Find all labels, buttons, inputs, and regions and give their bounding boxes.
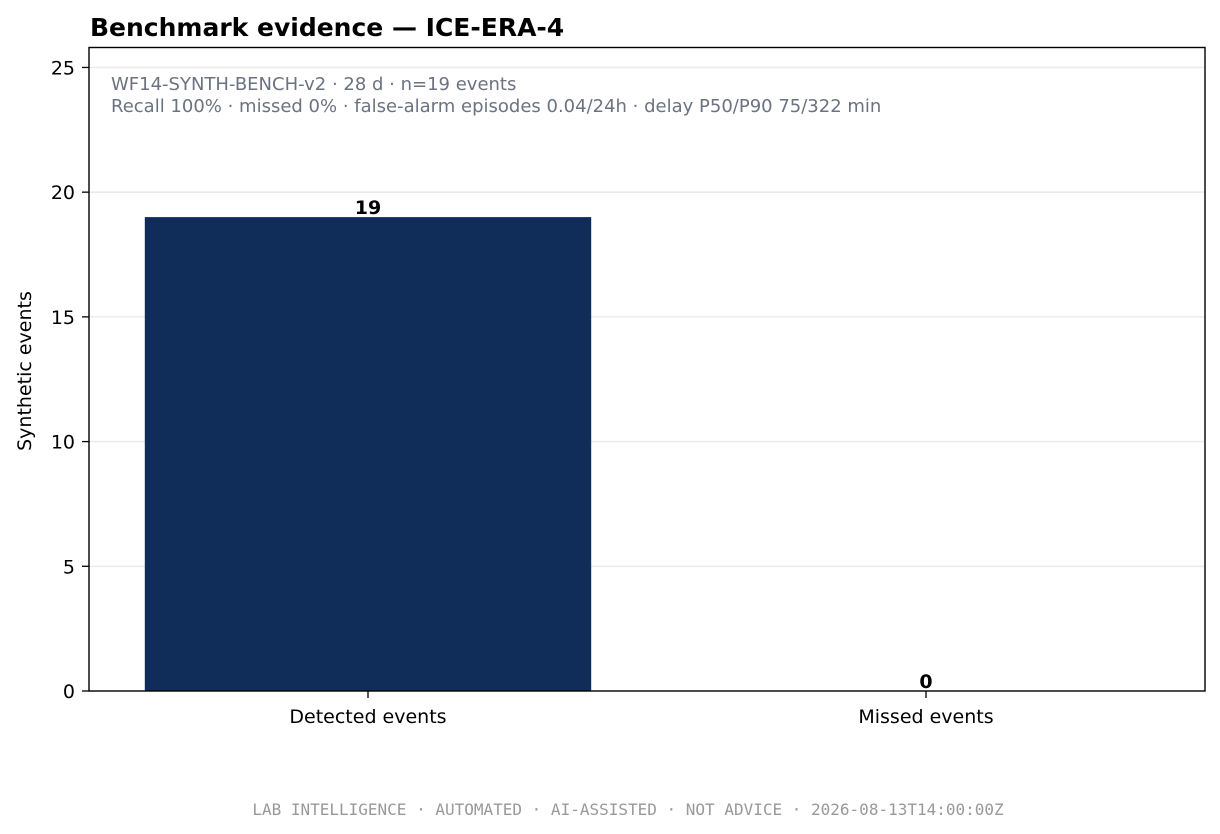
annotation-line-2: Recall 100% · missed 0% · false-alarm ep… xyxy=(111,96,881,117)
x-tick-label: Missed events xyxy=(858,706,993,728)
y-tick-label: 15 xyxy=(51,307,75,329)
footer-disclaimer: LAB INTELLIGENCE · AUTOMATED · AI-ASSIST… xyxy=(252,800,1004,819)
y-tick-label: 10 xyxy=(51,432,75,454)
chart-title: Benchmark evidence — ICE-ERA-4 xyxy=(90,13,564,42)
y-axis: 0 5 10 15 20 25 xyxy=(51,57,89,703)
y-tick-label: 0 xyxy=(63,681,75,703)
x-tick-label: Detected events xyxy=(289,706,446,728)
y-tick-label: 20 xyxy=(51,182,75,204)
y-axis-label: Synthetic events xyxy=(14,291,36,451)
data-labels: 19 0 xyxy=(355,197,933,693)
x-axis: Detected events Missed events xyxy=(289,691,994,728)
y-tick-label: 25 xyxy=(51,57,75,79)
plot-frame xyxy=(88,46,1206,692)
annotation-line-1: WF14-SYNTH-BENCH-v2 · 28 d · n=19 events xyxy=(111,74,516,95)
y-tick-label: 5 xyxy=(63,556,75,578)
bar-detected-events xyxy=(144,217,592,691)
data-label: 19 xyxy=(355,197,381,219)
data-label: 0 xyxy=(919,671,932,693)
bars xyxy=(144,217,592,691)
